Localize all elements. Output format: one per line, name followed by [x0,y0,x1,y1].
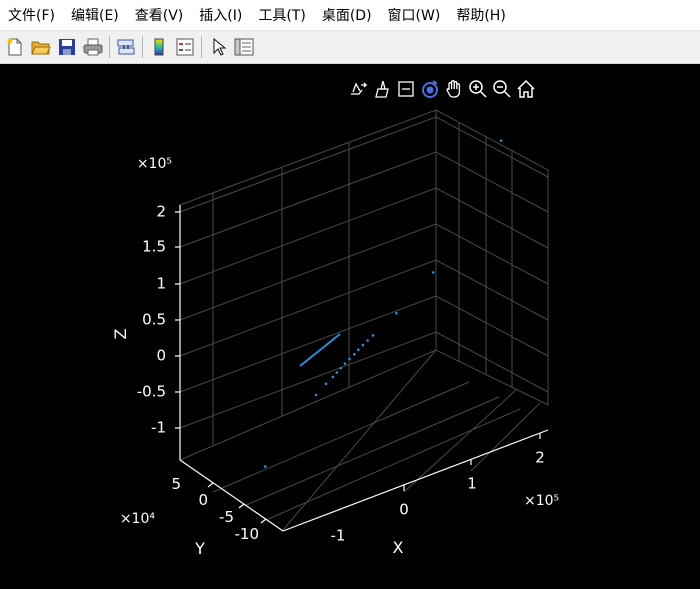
data-point [432,271,435,274]
menu-file[interactable]: 文件(F) [8,8,55,24]
x-axis-label: X [393,538,404,557]
insert-legend-icon[interactable] [174,36,196,58]
menu-insert[interactable]: 插入(I) [199,8,243,24]
x-exponent-label: ×10⁵ [524,493,559,509]
zoom-in-icon[interactable] [466,77,490,101]
data-point [264,465,267,468]
menu-window[interactable]: 窗口(W) [387,8,441,24]
point-cluster-line [299,333,341,367]
grid-lines [179,109,549,531]
toolbar-separator [201,36,202,58]
edit-plot-pointer-icon[interactable] [207,36,229,58]
insert-colorbar-icon[interactable] [148,36,170,58]
export-icon[interactable] [346,77,370,101]
data-point [395,312,398,315]
z-tick-label: 0 [156,347,166,365]
figure-toolbar [0,30,700,64]
menu-view[interactable]: 查看(V) [134,8,184,24]
data-point [366,339,369,342]
save-icon[interactable] [56,36,78,58]
y-exponent-label: ×10⁴ [120,511,156,527]
rotate-3d-icon[interactable] [418,77,442,101]
toolbar-separator [109,36,110,58]
x-tick-label: 2 [535,449,545,467]
z-tick-label: 0.5 [142,311,166,329]
data-point [335,371,339,374]
z-tick-label: -0.5 [137,383,166,401]
link-plot-icon[interactable] [115,36,137,58]
scatter-points [264,139,503,468]
z-exponent-label: ×10⁵ [137,156,172,172]
menu-tools[interactable]: 工具(T) [258,8,306,24]
data-point [361,343,365,347]
open-file-icon[interactable] [30,36,52,58]
x-tick-label: 0 [399,501,409,519]
y-tick-label: 5 [171,475,181,493]
menu-bar: 文件(F) 编辑(E) 查看(V) 插入(I) 工具(T) 桌面(D) 窗口(W… [0,0,700,30]
data-point [314,393,318,397]
plot-area[interactable]: 2 1.5 1 0.5 0 -0.5 -1 ×10⁵ Z 5 0 -5 -10 … [0,63,700,589]
z-tick-label: 1 [156,275,166,293]
datatips-icon[interactable] [394,77,418,101]
data-point [348,357,351,361]
pan-icon[interactable] [442,77,466,101]
print-icon[interactable] [82,36,104,58]
data-point [331,375,335,379]
zoom-out-icon[interactable] [490,77,514,101]
z-tick-label: 1.5 [142,238,166,256]
data-point [371,334,375,337]
y-axis-label: Y [194,539,205,558]
x-tick-label: -1 [331,527,346,545]
data-point [343,362,347,365]
toolbar-separator [142,36,143,58]
y-tick-label: -5 [219,508,234,526]
data-point [499,139,503,142]
new-figure-icon[interactable] [4,36,26,58]
axes-toolbar [346,77,538,103]
menu-help[interactable]: 帮助(H) [456,8,506,24]
home-icon[interactable] [514,77,538,101]
axes-box [175,205,549,532]
data-point [352,352,356,356]
property-inspector-icon[interactable] [233,36,255,58]
data-point [357,348,360,352]
brush-icon[interactable] [370,77,394,101]
menu-edit[interactable]: 编辑(E) [70,8,119,24]
z-tick-label: -1 [151,419,166,437]
z-tick-label: 2 [156,203,166,221]
data-point [339,366,343,370]
data-point [324,382,328,386]
menu-desktop[interactable]: 桌面(D) [321,8,372,24]
z-axis-label: Z [111,328,130,339]
y-tick-label: 0 [198,491,208,509]
x-tick-label: 1 [467,475,477,493]
y-tick-label: -10 [235,525,260,543]
